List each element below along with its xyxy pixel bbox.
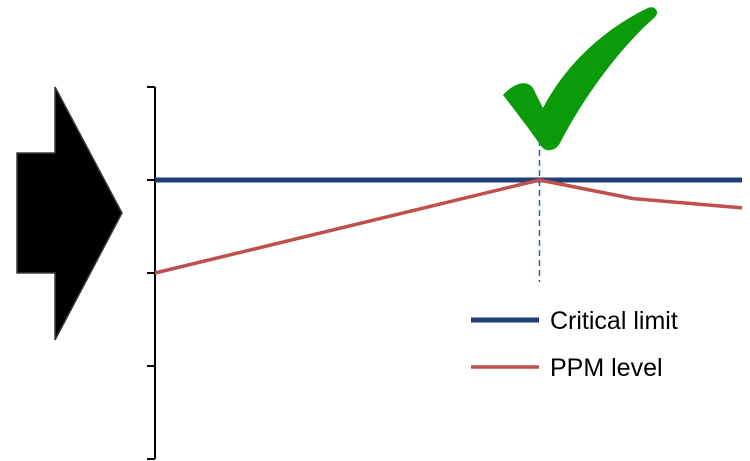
legend-label-critical-limit: Critical limit	[550, 307, 678, 335]
legend-label-ppm-level: PPM level	[550, 354, 663, 382]
right-arrow-icon	[16, 86, 123, 341]
y-axis	[147, 86, 156, 460]
legend: Critical limit PPM level	[471, 307, 678, 382]
series-group	[154, 177, 743, 275]
checkmark-icon	[503, 7, 658, 151]
series-line-ppm-level	[154, 178, 743, 275]
